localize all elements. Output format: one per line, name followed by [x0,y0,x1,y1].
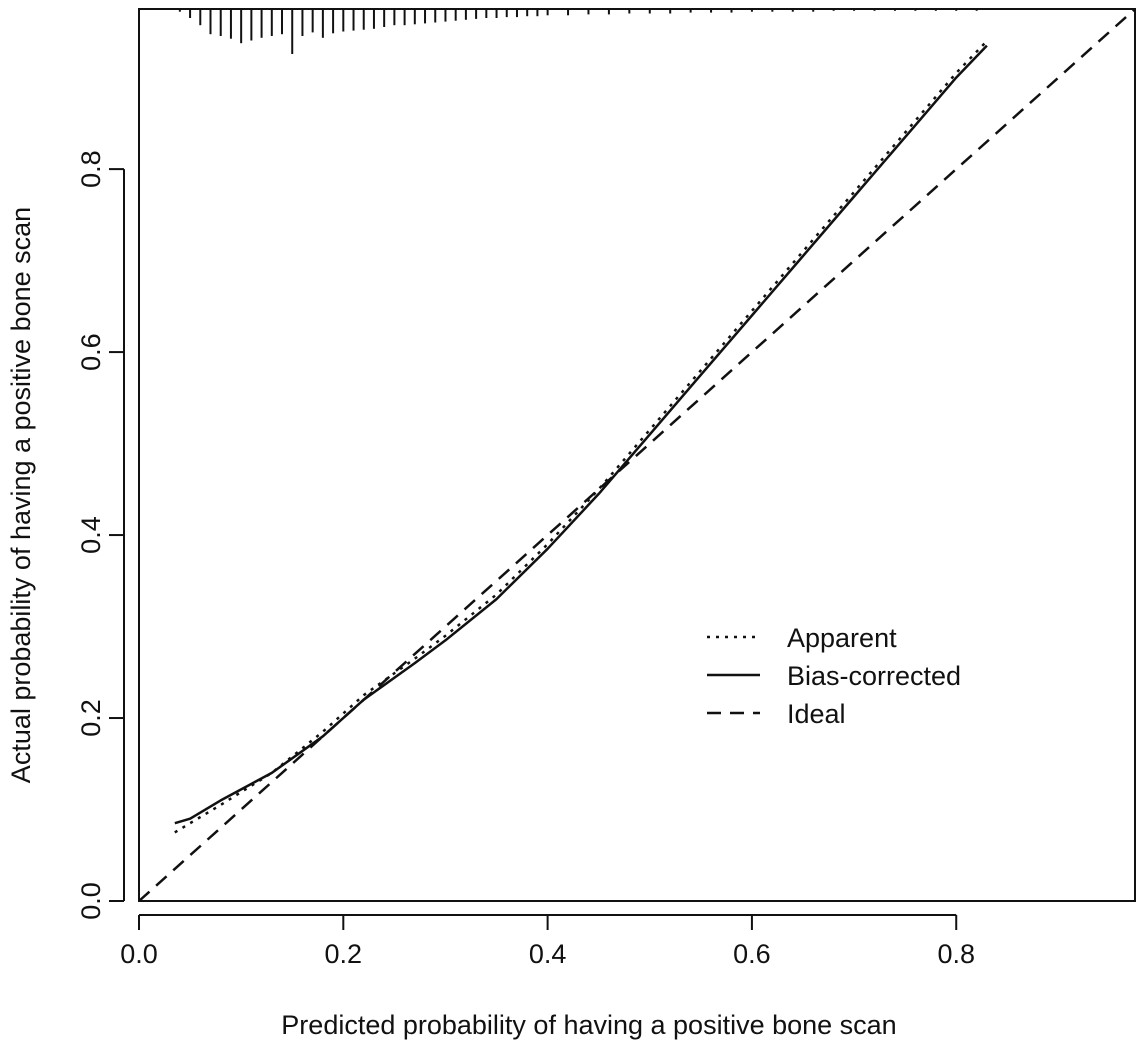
x-axis-label: Predicted probability of having a positi… [281,1010,896,1040]
legend-label: Ideal [787,699,846,729]
series-lines [138,8,1136,902]
series-line-bias-corrected [174,44,988,825]
series-line-apparent [174,40,988,834]
y-tick-label: 0.0 [76,882,106,920]
x-tick-label: 0.4 [529,939,567,969]
legend: Apparent Bias-corrected Ideal [707,623,961,729]
legend-label: Bias-corrected [787,661,961,691]
y-axis: 0.0 0.2 0.4 0.6 0.8 [76,150,125,920]
y-tick-label: 0.2 [76,699,106,737]
series-line-ideal [138,8,1136,902]
x-tick-label: 0.6 [733,939,771,969]
x-axis: 0.0 0.2 0.4 0.6 0.8 [120,914,975,969]
x-tick-label: 0.0 [120,939,158,969]
y-axis-label: Actual probability of having a positive … [6,207,36,783]
legend-label: Apparent [787,623,897,653]
y-tick-label: 0.6 [76,333,106,371]
y-tick-label: 0.4 [76,516,106,554]
rug-marks [178,9,1039,54]
x-tick-label: 0.8 [937,939,975,969]
plot-frame [138,8,1136,902]
y-tick-label: 0.8 [76,150,106,188]
x-tick-label: 0.2 [325,939,363,969]
